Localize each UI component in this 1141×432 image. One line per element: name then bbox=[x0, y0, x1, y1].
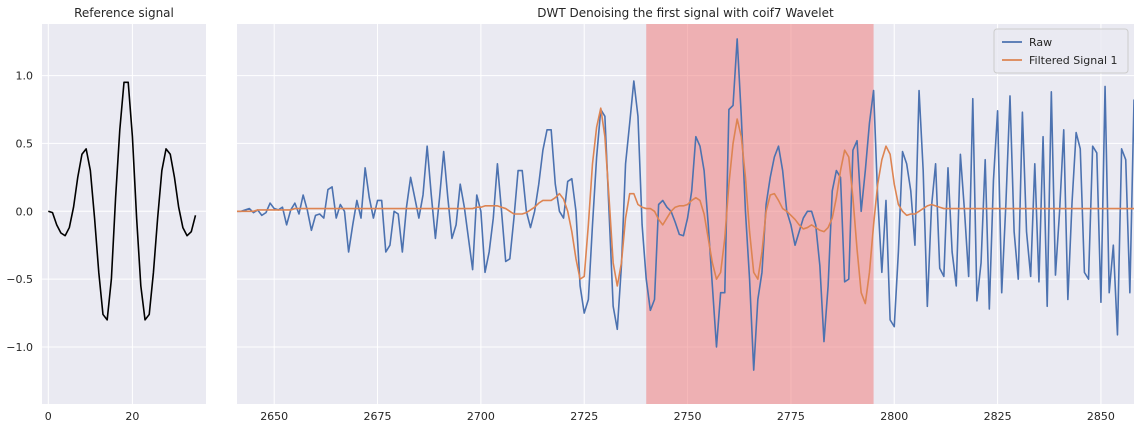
legend-label: Filtered Signal 1 bbox=[1029, 54, 1118, 67]
x-tick-label: 0 bbox=[45, 410, 52, 423]
y-tick-label: −0.5 bbox=[6, 273, 33, 286]
x-tick-label: 2825 bbox=[984, 410, 1012, 423]
legend-box bbox=[993, 28, 1129, 74]
series-line-raw bbox=[237, 38, 1134, 371]
y-tick-label: 0.0 bbox=[16, 205, 34, 218]
y-tick-label: 0.5 bbox=[16, 137, 34, 150]
chart-title: Reference signal bbox=[74, 6, 174, 20]
x-tick-label: 2700 bbox=[467, 410, 495, 423]
x-tick-label: 2650 bbox=[260, 410, 288, 423]
x-tick-label: 2850 bbox=[1087, 410, 1115, 423]
y-tick-label: 1.0 bbox=[16, 70, 34, 83]
x-tick-label: 2775 bbox=[777, 410, 805, 423]
chart-title: DWT Denoising the first signal with coif… bbox=[537, 6, 834, 20]
legend: Raw Filtered Signal 1 bbox=[993, 28, 1129, 74]
series-line bbox=[48, 81, 197, 321]
highlight-span bbox=[646, 24, 874, 404]
x-tick-label: 2675 bbox=[364, 410, 392, 423]
reference-signal-panel: 0 20 −1.0 −0.5 0.0 0.5 1.0 Reference signal bbox=[6, 6, 206, 423]
x-tick-label: 2750 bbox=[674, 410, 702, 423]
x-tick-label: 2800 bbox=[880, 410, 908, 423]
y-tick-label: −1.0 bbox=[6, 341, 33, 354]
series-line-filtered-signal-1 bbox=[237, 107, 1134, 305]
dwt-denoising-panel: 2650 2675 2700 2725 2750 2775 2800 2825 2850 DWT … bbox=[237, 6, 1134, 423]
x-tick-label: 20 bbox=[125, 410, 139, 423]
x-tick-label: 2725 bbox=[570, 410, 598, 423]
legend-label: Raw bbox=[1029, 36, 1052, 49]
